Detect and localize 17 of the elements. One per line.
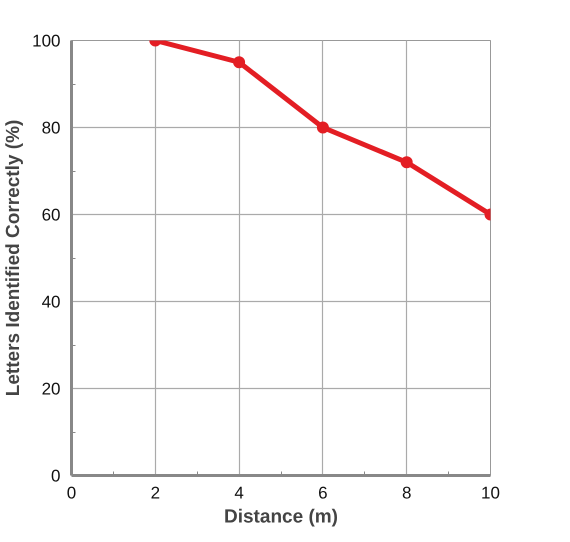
x-tick-label: 4 <box>234 484 244 502</box>
x-tick-label: 10 <box>481 484 500 502</box>
y-tick-label: 0 <box>51 466 61 486</box>
y-tick-label: 60 <box>42 206 61 224</box>
x-tick-label: 2 <box>150 484 160 502</box>
y-axis-title: Letters Identified Correctly (%) <box>3 120 24 396</box>
x-axis-title: Distance (m) <box>224 506 338 528</box>
y-tick-label: 80 <box>42 118 61 138</box>
point <box>233 56 246 68</box>
point <box>400 156 413 168</box>
x-tick-label: 8 <box>402 484 412 502</box>
x-tick-label: 0 <box>66 484 76 502</box>
y-tick-label: 20 <box>42 380 61 398</box>
y-tick-label: 40 <box>42 292 61 312</box>
y-tick-label: 100 <box>32 32 61 50</box>
point <box>316 122 329 134</box>
x-tick-label: 6 <box>318 484 328 502</box>
